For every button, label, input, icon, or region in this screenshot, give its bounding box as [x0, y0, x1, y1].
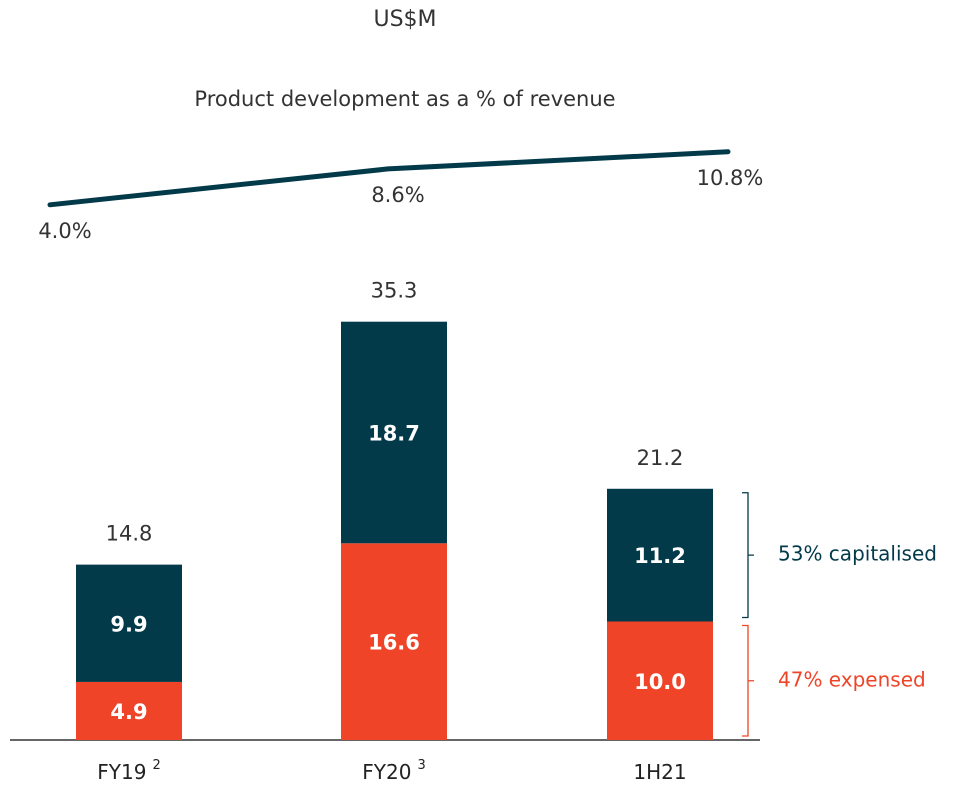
- bar-segment: [607, 488, 713, 622]
- footnote-mark: 3: [417, 758, 425, 773]
- total-label: 14.8: [106, 522, 153, 546]
- total-label: 21.2: [637, 446, 684, 470]
- x-tick-label: FY19 2: [97, 758, 160, 784]
- bar-segment: [76, 564, 182, 682]
- category-name: FY19: [97, 760, 146, 784]
- line-value-label: 4.0%: [38, 219, 91, 243]
- bar-value-label: 9.9: [110, 612, 147, 636]
- legend-label: 53% capitalised: [778, 542, 937, 566]
- x-tick-label: 1H21: [633, 760, 686, 784]
- bar-segment: [607, 621, 713, 740]
- bar-value-label: 16.6: [368, 631, 420, 655]
- line-value-label: 10.8%: [697, 166, 764, 190]
- category-name: FY20: [362, 760, 411, 784]
- line-value-label: 8.6%: [371, 183, 424, 207]
- category-name: 1H21: [633, 760, 686, 784]
- bar-value-label: 18.7: [368, 421, 420, 445]
- legend-label: 47% expensed: [778, 667, 926, 691]
- bracket: [742, 492, 754, 619]
- footnote-mark: 2: [152, 758, 160, 773]
- x-tick-label: FY20 3: [362, 758, 425, 784]
- chart-subtitle: US$M: [373, 7, 436, 32]
- line: [47, 149, 731, 208]
- line-title: Product development as a % of revenue: [194, 87, 615, 111]
- total-label: 35.3: [371, 279, 418, 303]
- bar-segment: [341, 543, 447, 740]
- bar-value-label: 11.2: [634, 544, 686, 568]
- bar-value-label: 4.9: [110, 700, 147, 724]
- bar-segment: [76, 681, 182, 740]
- bar-value-label: 10.0: [634, 670, 686, 694]
- bar-segment: [341, 321, 447, 544]
- bracket: [742, 624, 754, 737]
